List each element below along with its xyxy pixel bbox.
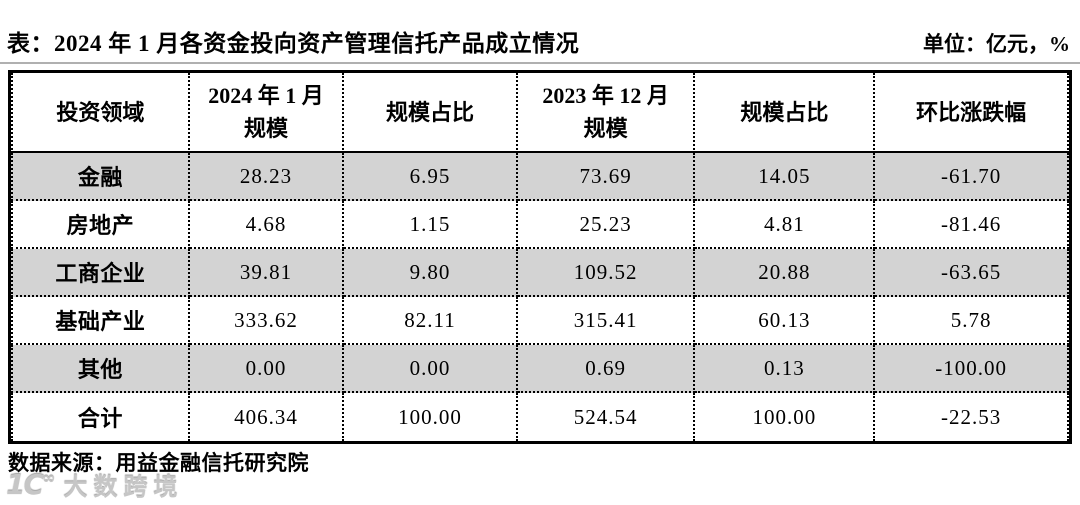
row-label: 基础产业	[11, 297, 190, 345]
watermark: 1C∞ 大数跨境	[6, 467, 183, 502]
cell-value: 25.23	[517, 201, 696, 249]
col-header-share-2024: 规模占比	[344, 73, 518, 153]
col-header-2023-scale: 2023 年 12 月 规模	[517, 73, 696, 153]
cell-value: 4.68	[189, 201, 345, 249]
cell-value: 73.69	[517, 153, 696, 201]
col-header-text: 环比涨跌幅	[916, 99, 1027, 125]
unit-label: 单位：亿元，%	[923, 32, 1070, 56]
col-header-text: 规模	[583, 116, 628, 141]
cell-value: -22.53	[875, 393, 1069, 441]
cell-value: 0.00	[189, 345, 345, 393]
cell-value: 28.23	[189, 153, 345, 201]
row-label: 其他	[11, 345, 190, 393]
cell-value: 9.80	[344, 249, 518, 297]
cell-value: 100.00	[695, 393, 876, 441]
row-label: 金融	[11, 153, 190, 201]
page-title: 表：2024 年 1 月各资金投向资产管理信托产品成立情况	[7, 31, 580, 56]
table-row-finance: 金融 28.23 6.95 73.69 14.05 -61.70	[11, 153, 1069, 201]
header-row: 投资领域 2024 年 1 月 规模 规模占比 2023 年 12 月 规模 规…	[11, 73, 1069, 153]
table-row-total: 合计 406.34 100.00 524.54 100.00 -22.53	[11, 393, 1069, 441]
data-source-note: 数据来源：用益金融信托研究院	[8, 451, 309, 475]
cell-value: 6.95	[344, 153, 518, 201]
cell-value: 4.81	[695, 201, 876, 249]
cell-value: 0.69	[517, 345, 696, 393]
cell-value: 524.54	[517, 393, 696, 441]
cell-value: -81.46	[875, 201, 1069, 249]
cell-value: 39.81	[189, 249, 345, 297]
col-header-text: 规模	[244, 116, 289, 141]
row-label: 房地产	[11, 201, 190, 249]
table-row-infrastructure: 基础产业 333.62 82.11 315.41 60.13 5.78	[11, 297, 1069, 345]
col-header-text: 规模占比	[385, 99, 474, 125]
col-header-field: 投资领域	[11, 73, 190, 153]
watermark-logo-icon: 1C∞	[6, 468, 56, 501]
col-header-mom-change: 环比涨跌幅	[875, 73, 1069, 153]
cell-value: 1.15	[344, 201, 518, 249]
title-row: 表：2024 年 1 月各资金投向资产管理信托产品成立情况 单位：亿元，%	[7, 24, 1070, 58]
col-header-text: 投资领域	[56, 99, 145, 125]
row-label: 合计	[11, 393, 190, 441]
cell-value: 333.62	[189, 297, 345, 345]
col-header-text: 2024 年 1 月	[208, 83, 324, 108]
cell-value: 20.88	[695, 249, 876, 297]
cell-value: 406.34	[189, 393, 345, 441]
cell-value: 82.11	[344, 297, 518, 345]
row-label: 工商企业	[11, 249, 190, 297]
cell-value: 315.41	[517, 297, 696, 345]
col-header-text: 规模占比	[740, 99, 829, 125]
col-header-share-2023: 规模占比	[695, 73, 876, 153]
cell-value: -63.65	[875, 249, 1069, 297]
cell-value: 14.05	[695, 153, 876, 201]
title-divider	[0, 62, 1080, 64]
table-row-industrial: 工商企业 39.81 9.80 109.52 20.88 -63.65	[11, 249, 1069, 297]
col-header-text: 2023 年 12 月	[542, 83, 669, 108]
cell-value: -100.00	[875, 345, 1069, 393]
table-row-realestate: 房地产 4.68 1.15 25.23 4.81 -81.46	[11, 201, 1069, 249]
cell-value: -61.70	[875, 153, 1069, 201]
trust-products-table: 投资领域 2024 年 1 月 规模 规模占比 2023 年 12 月 规模 规…	[8, 70, 1072, 444]
watermark-brand-text: 大数跨境	[63, 473, 184, 501]
cell-value: 109.52	[517, 249, 696, 297]
col-header-2024-scale: 2024 年 1 月 规模	[189, 73, 345, 153]
cell-value: 0.00	[344, 345, 518, 393]
cell-value: 5.78	[875, 297, 1069, 345]
table-row-other: 其他 0.00 0.00 0.69 0.13 -100.00	[11, 345, 1069, 393]
cell-value: 100.00	[344, 393, 518, 441]
cell-value: 60.13	[695, 297, 876, 345]
cell-value: 0.13	[695, 345, 876, 393]
